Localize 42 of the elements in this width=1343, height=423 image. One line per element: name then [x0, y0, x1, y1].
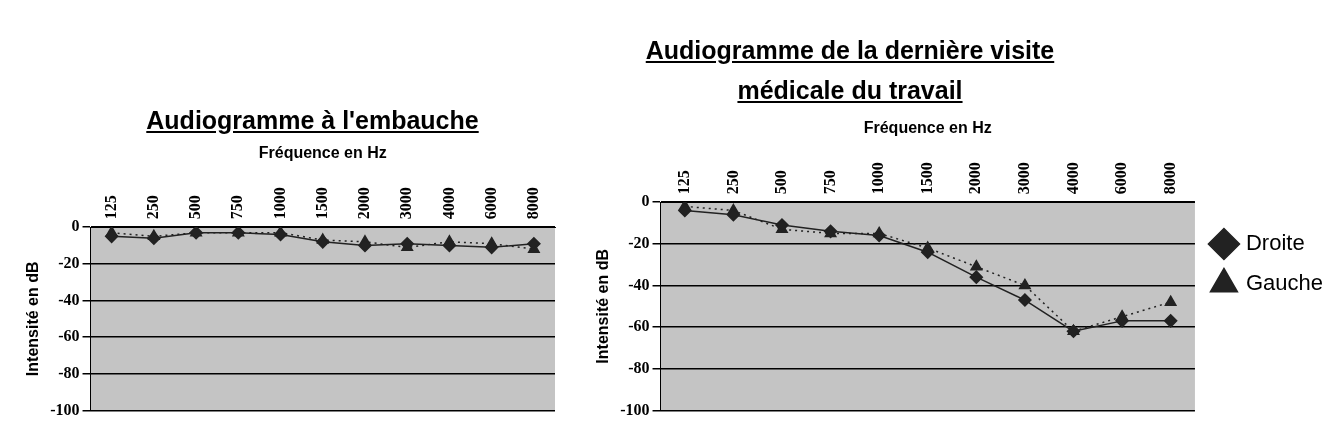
x-tick-label: 2000 [355, 187, 373, 220]
y-tick-label: -60 [58, 327, 80, 345]
y-axis-title: Intensité en dB [594, 248, 612, 364]
x-tick-label: 250 [144, 195, 162, 220]
x-tick-label: 1500 [312, 187, 330, 220]
x-axis-title: Fréquence en Hz [863, 119, 992, 137]
x-tick-label: 500 [772, 170, 790, 195]
chart-title: Audiogramme de la dernière visite médicale du travail [644, 35, 1056, 106]
x-tick-label: 6000 [1112, 162, 1130, 195]
x-tick-label: 8000 [1160, 162, 1178, 195]
x-tick-label: 125 [101, 195, 119, 220]
x-tick-label: 8000 [524, 187, 542, 220]
x-tick-label: 250 [723, 170, 741, 195]
x-tick-label: 500 [186, 195, 204, 220]
y-tick-label: -40 [58, 290, 80, 308]
y-tick-label: -100 [620, 400, 650, 418]
x-tick-label: 1500 [917, 162, 935, 195]
x-tick-label: 750 [820, 170, 838, 195]
y-tick-label: -100 [50, 400, 80, 418]
x-tick-label: 750 [228, 195, 246, 220]
x-tick-label: 1000 [270, 187, 288, 220]
y-tick-label: -40 [628, 275, 650, 293]
legend-label: Gauche [1245, 270, 1324, 296]
chart-title: Audiogramme à l'embauche [145, 105, 480, 136]
x-axis-title: Fréquence en Hz [258, 144, 387, 162]
y-tick-label: -20 [58, 253, 80, 271]
x-tick-label: 3000 [397, 187, 415, 220]
y-tick-label: 0 [641, 192, 650, 210]
x-tick-label: 4000 [1063, 162, 1081, 195]
y-tick-label: -80 [628, 358, 650, 376]
x-tick-label: 3000 [1015, 162, 1033, 195]
legend-label: Droite [1245, 230, 1305, 256]
y-tick-label: 0 [71, 217, 80, 235]
x-tick-label: 2000 [966, 162, 984, 195]
x-tick-label: 1000 [869, 162, 887, 195]
y-tick-label: -60 [628, 317, 650, 335]
y-tick-label: -80 [58, 363, 80, 381]
x-tick-label: 4000 [439, 187, 457, 220]
x-tick-label: 125 [674, 170, 692, 195]
y-axis-title: Intensité en dB [24, 261, 42, 377]
x-tick-label: 6000 [481, 187, 499, 220]
y-tick-label: -20 [628, 233, 650, 251]
